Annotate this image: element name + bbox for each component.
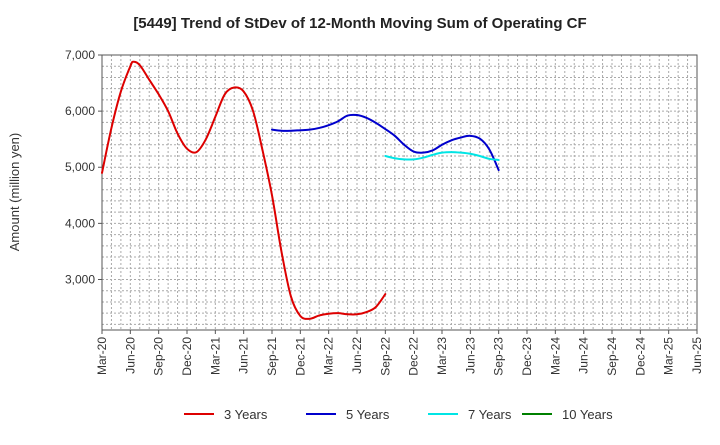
x-tick-label: Dec-23	[520, 337, 534, 376]
x-tick-label: Mar-25	[662, 337, 676, 375]
legend-label-7-years: 7 Years	[468, 407, 512, 422]
x-tick-label: Dec-21	[293, 337, 307, 376]
x-tick-label: Jun-25	[690, 337, 704, 374]
y-tick-label: 5,000	[65, 160, 95, 174]
x-tick-label: Mar-22	[322, 337, 336, 375]
plot-frame	[101, 54, 698, 331]
x-tick-label: Sep-23	[492, 337, 506, 376]
x-tick-label: Dec-24	[633, 337, 647, 376]
series-lines	[101, 60, 500, 320]
y-tick-label: 4,000	[65, 216, 95, 230]
x-tick-label: Jun-20	[123, 337, 137, 374]
legend-label-3-years: 3 Years	[224, 407, 268, 422]
chart-title: [5449] Trend of StDev of 12-Month Moving…	[133, 15, 586, 32]
x-tick-label: Sep-20	[152, 337, 166, 376]
x-tick-label: Dec-20	[180, 337, 194, 376]
y-tick-label: 3,000	[65, 272, 95, 286]
x-tick-label: Mar-23	[435, 337, 449, 375]
x-tick-label: Jun-24	[577, 337, 591, 374]
x-tick-label: Dec-22	[407, 337, 421, 376]
series-line-5-years	[271, 113, 500, 172]
legend-label-5-years: 5 Years	[346, 407, 390, 422]
x-tick-label: Jun-23	[463, 337, 477, 374]
y-axis-label: Amount (million yen)	[7, 133, 22, 252]
x-tick-label: Sep-21	[265, 337, 279, 376]
x-tick-label: Sep-24	[605, 337, 619, 376]
x-tick-label: Mar-21	[208, 337, 222, 375]
x-tick-label: Mar-24	[548, 337, 562, 375]
x-tick-label: Jun-21	[237, 337, 251, 374]
x-tick-label: Sep-22	[378, 337, 392, 376]
grid	[101, 54, 698, 330]
y-tick-label: 6,000	[65, 104, 95, 118]
axes: 3,000 4,000 5,000 6,000 7,000 Mar-20 Jun-20 Sep…	[65, 48, 704, 376]
legend-label-10-years: 10 Years	[562, 407, 613, 422]
series-line-3-years	[101, 60, 387, 320]
y-tick-label: 7,000	[65, 48, 95, 62]
x-tick-label: Mar-20	[95, 337, 109, 375]
x-tick-label: Jun-22	[350, 337, 364, 374]
legend: 3 Years 5 Years 7 Years 10 Years	[184, 407, 613, 422]
series-line-7-years	[384, 151, 500, 161]
